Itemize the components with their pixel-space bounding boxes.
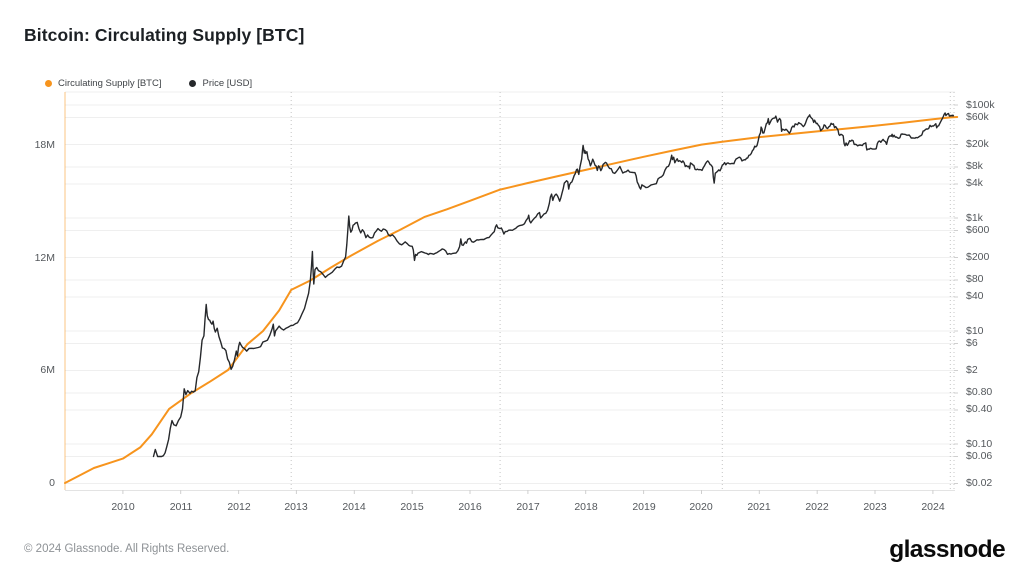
series-line-supply — [64, 116, 959, 484]
series-line-price — [152, 112, 955, 458]
legend-label-price: Price [USD] — [202, 78, 253, 89]
copyright-text: © 2024 Glassnode. All Rights Reserved. — [24, 543, 230, 555]
legend-label-supply: Circulating Supply [BTC] — [58, 78, 162, 89]
legend-item-circulating-supply[interactable]: Circulating Supply [BTC] — [45, 78, 161, 89]
glassnode-logo: glassnode — [889, 536, 1005, 563]
supply-series-dot-icon — [45, 80, 52, 87]
legend: Circulating Supply [BTC] Price [USD] — [45, 78, 252, 89]
page-title: Bitcoin: Circulating Supply [BTC] — [24, 25, 305, 45]
legend-item-price[interactable]: Price [USD] — [189, 78, 252, 89]
price-series-dot-icon — [189, 80, 197, 87]
